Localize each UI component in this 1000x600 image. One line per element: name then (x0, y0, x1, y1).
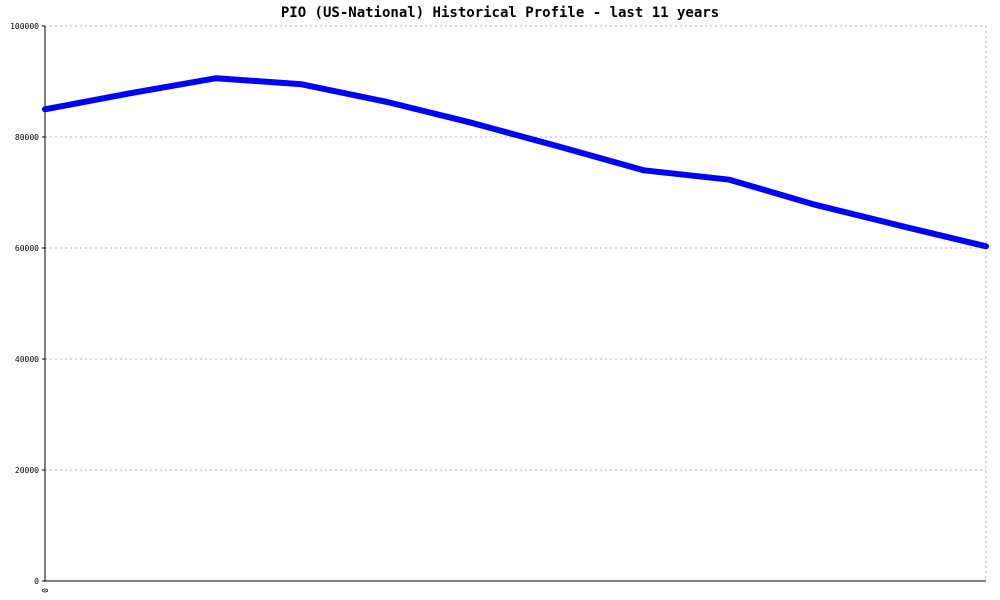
series-layer (42, 75, 989, 250)
y-tick-labels: 0 20000 40000 60000 80000 100000 (10, 22, 45, 586)
x-tick-label: 0 (41, 588, 50, 593)
axes (44, 26, 986, 582)
y-tick-label: 20000 (15, 466, 39, 475)
y-tick-label: 100000 (10, 22, 39, 31)
y-tick-label: 40000 (15, 355, 39, 364)
series-line (42, 75, 989, 250)
y-tick-label: 80000 (15, 133, 39, 142)
chart-title: PIO (US-National) Historical Profile - l… (280, 5, 720, 21)
gridlines (45, 25, 987, 581)
x-tick-labels: 0 (41, 588, 50, 593)
y-tick-label: 0 (34, 577, 39, 586)
y-tick-label: 60000 (15, 244, 39, 253)
